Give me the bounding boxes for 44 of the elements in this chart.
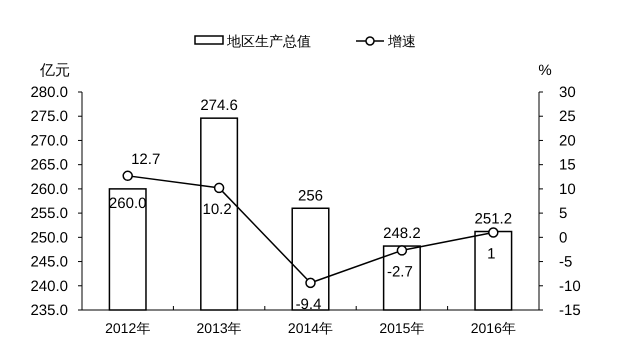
x-tick-label: 2014年 bbox=[288, 320, 334, 336]
data-label: 10.2 bbox=[202, 200, 232, 218]
y2-axis-title: % bbox=[538, 62, 552, 79]
y2-tick-label: 15 bbox=[559, 156, 576, 174]
y2-tick-label: 5 bbox=[559, 205, 568, 222]
x-tick-label: 2013年 bbox=[196, 320, 242, 336]
y-tick-label: 235.0 bbox=[30, 302, 68, 319]
data-label: 260.0 bbox=[108, 194, 146, 212]
data-label: 274.6 bbox=[200, 97, 238, 114]
point bbox=[122, 170, 133, 182]
y2-tick-label: 30 bbox=[559, 84, 576, 101]
y2-tick-label: -15 bbox=[559, 302, 581, 319]
data-label: 251.2 bbox=[474, 210, 512, 228]
x-tick-label: 2015年 bbox=[379, 320, 424, 336]
y2-tick-label: -5 bbox=[559, 254, 572, 271]
legend-label: 增速 bbox=[387, 33, 416, 49]
y-axis-title: 亿元 bbox=[39, 62, 70, 79]
y2-tick-label: 10 bbox=[559, 180, 576, 198]
y-tick-label: 265.0 bbox=[30, 156, 68, 174]
x-tick-label: 2016年 bbox=[470, 320, 516, 336]
data-label: -2.7 bbox=[386, 263, 413, 280]
y-tick-label: 275.0 bbox=[30, 108, 68, 126]
y2-tick-label: 20 bbox=[559, 132, 576, 150]
y2-tick-label: -10 bbox=[559, 278, 581, 295]
legend-label: 地区生产总值 bbox=[226, 33, 311, 49]
point bbox=[488, 227, 499, 238]
data-label: 1 bbox=[487, 245, 496, 262]
y-tick-label: 270.0 bbox=[30, 132, 68, 150]
y-tick-label: 250.0 bbox=[30, 229, 68, 246]
data-label: -9.4 bbox=[296, 296, 322, 313]
y2-tick-label: 25 bbox=[559, 108, 576, 126]
y-tick-label: 280.0 bbox=[30, 84, 68, 101]
point bbox=[214, 182, 224, 194]
point bbox=[396, 245, 408, 256]
y-tick-label: 255.0 bbox=[30, 205, 68, 222]
y-tick-label: 240.0 bbox=[30, 278, 68, 295]
data-label: 256 bbox=[298, 187, 324, 204]
x-tick-label: 2012年 bbox=[105, 320, 150, 336]
data-label: 248.2 bbox=[383, 225, 421, 242]
y2-tick-label: 0 bbox=[559, 229, 568, 246]
point bbox=[305, 278, 316, 288]
data-label: 12.7 bbox=[131, 150, 160, 168]
y-tick-label: 245.0 bbox=[30, 254, 68, 271]
y-tick-label: 260.0 bbox=[30, 180, 68, 198]
